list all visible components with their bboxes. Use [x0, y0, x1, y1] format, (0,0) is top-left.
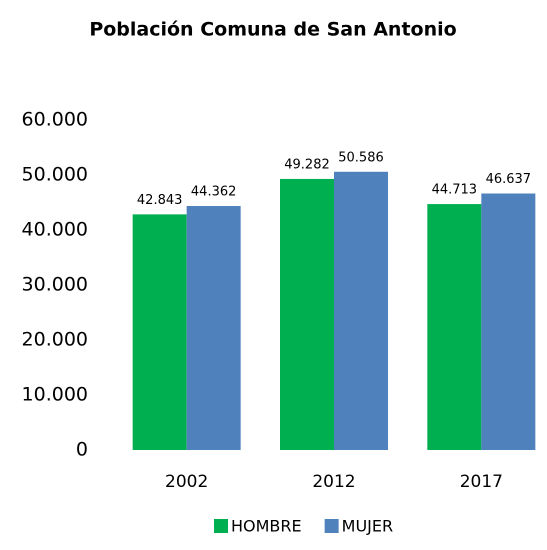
y-tick-label: 50.000	[22, 164, 88, 186]
x-tick-label: 2012	[312, 472, 355, 492]
bar	[280, 178, 334, 450]
bar	[481, 193, 536, 450]
legend-swatch	[324, 519, 339, 533]
y-tick-label: 10.000	[22, 384, 88, 406]
bar	[427, 204, 482, 450]
x-tick-label: 2017	[460, 472, 503, 492]
legend-swatch	[214, 519, 228, 533]
value-label: 49.282	[284, 157, 330, 172]
y-tick-label: 60.000	[22, 109, 88, 131]
chart-title: Población Comuna de San Antonio	[89, 19, 456, 41]
legend-label: HOMBRE	[231, 517, 302, 536]
value-label: 46.637	[486, 172, 532, 187]
y-tick-label: 30.000	[22, 274, 88, 296]
bar	[186, 206, 241, 450]
bar	[334, 171, 388, 451]
y-tick-label: 20.000	[22, 329, 88, 351]
y-tick-label: 0	[76, 439, 88, 461]
legend-label: MUJER	[342, 517, 393, 536]
value-label: 42.843	[137, 193, 183, 208]
value-label: 44.362	[191, 185, 237, 200]
value-label: 44.713	[432, 183, 478, 198]
value-label: 50.586	[338, 150, 384, 165]
x-tick-label: 2002	[165, 472, 208, 492]
y-tick-label: 40.000	[22, 219, 88, 241]
bar	[132, 214, 187, 450]
